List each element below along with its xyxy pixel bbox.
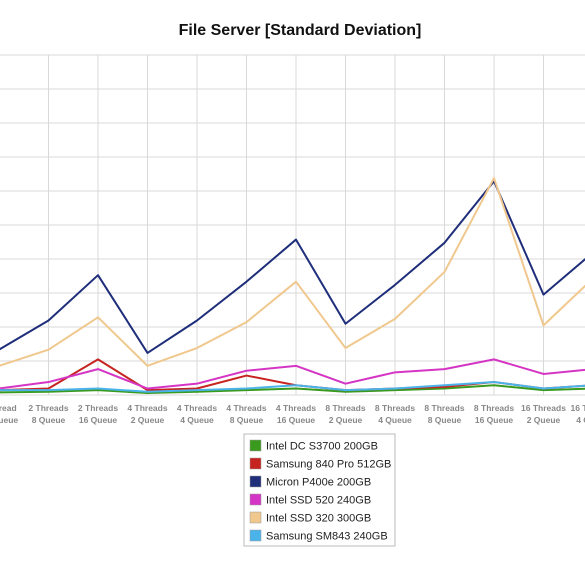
- x-tick-label: 16 Queue: [79, 415, 118, 425]
- x-tick-label: 16 Queue: [0, 415, 18, 425]
- series-lines: [0, 177, 585, 395]
- x-tick-label: 8 Threads: [424, 403, 464, 413]
- x-tick-label: 4 Threads: [127, 403, 167, 413]
- x-tick-label: 4 Threads: [177, 403, 217, 413]
- x-tick-label: 1 Thread: [0, 403, 17, 413]
- series-line: [0, 358, 585, 390]
- legend-swatch: [249, 457, 262, 470]
- legend-label: Intel SSD 520 240GB: [266, 495, 371, 507]
- x-tick-label: 8 Queue: [32, 415, 66, 425]
- x-tick-label: 4 Threads: [276, 403, 316, 413]
- x-tick-label: 8 Queue: [230, 415, 264, 425]
- legend-swatch: [249, 511, 262, 524]
- x-tick-label: 16 Threads: [571, 403, 585, 413]
- x-tick-label: 2 Queue: [527, 415, 561, 425]
- legend-label: Samsung 840 Pro 512GB: [266, 459, 391, 471]
- x-tick-label: 4 Queue: [576, 415, 585, 425]
- x-tick-label: 2 Threads: [78, 403, 118, 413]
- series-line: [0, 177, 585, 367]
- x-tick-label: 2 Threads: [28, 403, 68, 413]
- legend-label: Samsung SM843 240GB: [266, 531, 388, 543]
- x-tick-label: 16 Threads: [521, 403, 566, 413]
- x-tick-label: 2 Queue: [131, 415, 165, 425]
- legend: Intel DC S3700 200GB Samsung 840 Pro 512G…: [243, 433, 396, 547]
- legend-swatch: [249, 529, 262, 542]
- x-tick-label: 16 Queue: [277, 415, 316, 425]
- series-line: [0, 384, 585, 395]
- x-axis-ticks: 1 Thread 16 Queue 2 Threads 8 Queue 2 Thread…: [0, 403, 585, 425]
- x-tick-label: 8 Threads: [325, 403, 365, 413]
- x-tick-label: 8 Queue: [428, 415, 462, 425]
- legend-swatch: [249, 493, 262, 506]
- x-tick-label: 4 Queue: [378, 415, 412, 425]
- x-tick-label: 2 Queue: [329, 415, 363, 425]
- x-tick-label: 4 Queue: [180, 415, 214, 425]
- legend-label: Intel DC S3700 200GB: [266, 441, 378, 453]
- grid: [0, 54, 585, 396]
- x-tick-label: 4 Threads: [226, 403, 266, 413]
- legend-swatch: [249, 475, 262, 488]
- x-tick-label: 8 Threads: [375, 403, 415, 413]
- chart-title: File Server [Standard Deviation]: [179, 22, 422, 39]
- legend-swatch: [249, 439, 262, 452]
- legend-box: [243, 433, 396, 547]
- series-line: [0, 381, 585, 393]
- x-tick-label: 8 Threads: [474, 403, 514, 413]
- x-tick-label: 16 Queue: [475, 415, 514, 425]
- legend-label: Micron P400e 200GB: [266, 477, 371, 489]
- legend-label: Intel SSD 320 300GB: [266, 513, 371, 525]
- series-line: [0, 180, 585, 354]
